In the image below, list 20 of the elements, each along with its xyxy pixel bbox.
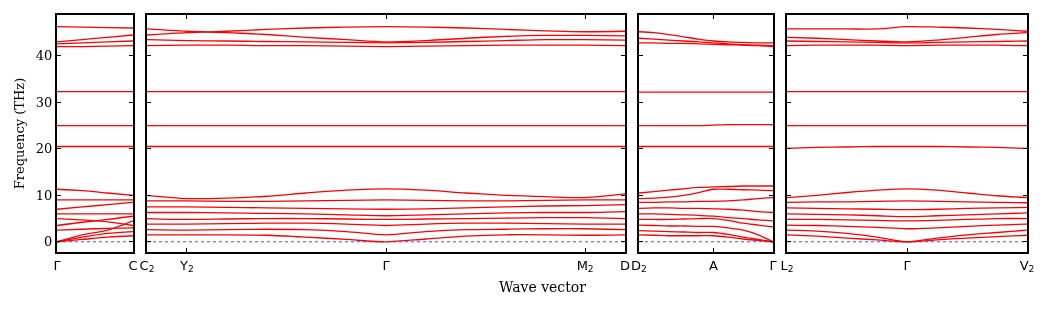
x-tick-label: V$_{2}$ [1019,257,1035,275]
x-tick-label: M$_{2}$ [576,257,594,275]
x-tick-label: D$_{2}$ [631,257,647,275]
x-tick-label: L$_{2}$ [780,257,794,275]
x-tick-label: Y$_{2}$ [178,257,194,275]
x-tick-label: C [128,257,138,273]
y-tick-label: 40 [35,48,53,64]
x-tick-label: Γ [382,257,391,273]
x-tick-label: A [708,257,718,273]
x-tick-label: C$_{2}$ [139,257,155,275]
x-axis-title: Wave vector [499,279,587,295]
y-tick-label: 0 [44,234,53,250]
x-tick-label: D [619,257,631,273]
x-tick-label: Γ [903,257,912,273]
y-axis-title: Frequency (THz) [12,77,28,190]
y-tick-label: 20 [35,141,53,157]
y-tick-label: 10 [35,187,53,203]
x-tick-label: Γ [769,257,778,273]
y-tick-label: 30 [35,94,53,110]
x-tick-label: Γ [53,257,62,273]
